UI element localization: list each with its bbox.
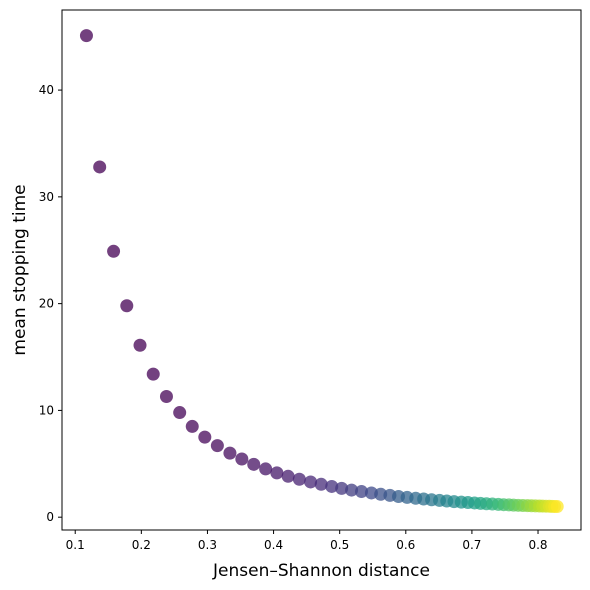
data-point xyxy=(314,477,328,491)
data-point xyxy=(107,244,121,258)
data-point xyxy=(198,430,212,444)
data-point xyxy=(270,466,284,480)
x-tick-label: 0.2 xyxy=(132,538,151,552)
data-point xyxy=(304,475,318,489)
y-tick-label: 40 xyxy=(39,83,54,97)
y-axis-ticks: 0 10 20 30 40 xyxy=(39,83,62,524)
data-point xyxy=(355,485,368,499)
data-point xyxy=(133,338,147,352)
data-point xyxy=(550,500,564,514)
data-point xyxy=(292,472,306,486)
data-point xyxy=(325,479,339,493)
data-point xyxy=(93,160,107,174)
y-tick-label: 30 xyxy=(39,190,54,204)
data-point xyxy=(345,483,359,497)
data-point xyxy=(120,299,134,313)
x-tick-label: 0.4 xyxy=(264,538,283,552)
y-axis-label: mean stopping time xyxy=(10,184,30,355)
data-points xyxy=(79,29,564,514)
data-point xyxy=(173,406,187,420)
data-point xyxy=(210,439,224,453)
x-tick-label: 0.8 xyxy=(528,538,547,552)
x-tick-label: 0.6 xyxy=(396,538,415,552)
data-point xyxy=(159,390,173,404)
x-tick-label: 0.5 xyxy=(330,538,349,552)
data-point xyxy=(235,452,249,466)
data-point xyxy=(223,446,237,460)
x-axis-ticks: 0.1 0.2 0.3 0.4 0.5 0.6 0.7 0.8 xyxy=(66,530,548,552)
x-tick-label: 0.3 xyxy=(198,538,217,552)
data-point xyxy=(259,462,273,476)
x-tick-label: 0.1 xyxy=(66,538,85,552)
y-tick-label: 10 xyxy=(39,403,54,417)
x-axis-label: Jensen–Shannon distance xyxy=(212,561,430,581)
data-point xyxy=(281,469,295,483)
data-point xyxy=(185,419,199,433)
data-point xyxy=(335,481,349,495)
data-point xyxy=(79,29,93,43)
data-point xyxy=(146,367,160,381)
data-point xyxy=(247,457,261,471)
y-tick-label: 0 xyxy=(46,510,54,524)
y-tick-label: 20 xyxy=(39,297,54,311)
plot-frame xyxy=(61,9,582,531)
x-tick-label: 0.7 xyxy=(462,538,481,552)
